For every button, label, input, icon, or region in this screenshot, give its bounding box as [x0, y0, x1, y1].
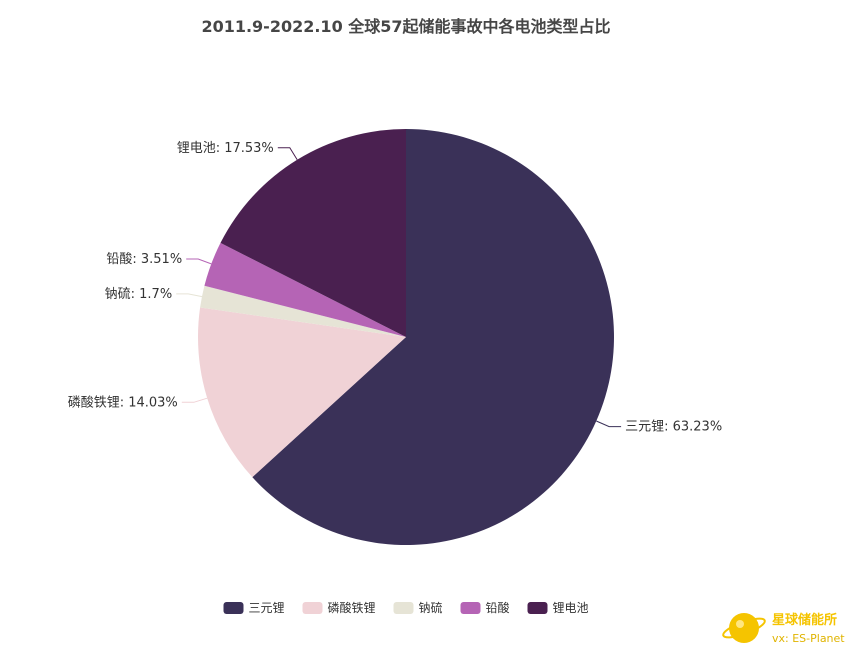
legend-swatch [460, 602, 481, 614]
legend-swatch [302, 602, 323, 614]
legend-label: 三元锂 [249, 600, 285, 615]
pie-slice-lithium-battery[interactable] [220, 129, 406, 337]
legend-label: 铅酸 [486, 600, 510, 615]
planet-logo-icon [722, 613, 766, 643]
legend-item-lfp[interactable]: 磷酸铁锂 [302, 600, 376, 615]
watermark-title: 星球储能所 [772, 612, 837, 628]
legend-label: 钠硫 [419, 600, 443, 615]
label-leader-line [181, 397, 208, 403]
legend-item-lithium-battery[interactable]: 锂电池 [527, 600, 589, 615]
label-leader-line [277, 147, 298, 161]
pie-slice-sodium-sulfur[interactable] [200, 285, 406, 337]
slice-label-lfp: 磷酸铁锂: 14.03% [68, 395, 178, 410]
chart-title: 2011.9-2022.10 全球57起储能事故中各电池类型占比 [201, 17, 610, 36]
legend: 三元锂 磷酸铁锂 钠硫 铅酸 锂电池 [223, 600, 589, 615]
watermark: 星球储能所 vx: ES-Planet [722, 612, 845, 645]
label-leader-line [596, 420, 622, 428]
slice-label-lithium-battery: 锂电池: 17.53% [177, 141, 274, 156]
label-leader-line [176, 293, 203, 298]
legend-item-ternary-lithium[interactable]: 三元锂 [223, 600, 285, 615]
slice-label-lead-acid: 铅酸: 3.51% [106, 252, 182, 267]
legend-item-sodium-sulfur[interactable]: 钠硫 [393, 600, 443, 615]
legend-label: 锂电池 [553, 600, 589, 615]
watermark-subtitle: vx: ES-Planet [772, 632, 845, 645]
pie-slice-lfp[interactable] [197, 307, 406, 478]
label-leader-line [186, 258, 212, 265]
legend-swatch [223, 602, 244, 614]
pie-slices [197, 129, 614, 545]
pie-slice-lead-acid[interactable] [204, 242, 406, 337]
legend-swatch [527, 602, 548, 614]
legend-label: 磷酸铁锂 [328, 600, 376, 615]
legend-item-lead-acid[interactable]: 铅酸 [460, 600, 510, 615]
slice-label-ternary-lithium: 三元锂: 63.23% [625, 420, 722, 435]
legend-swatch [393, 602, 414, 614]
pie-slice-ternary-lithium[interactable] [252, 129, 614, 545]
slice-labels: 三元锂: 63.23% 磷酸铁锂: 14.03% 钠硫: 1.7% 铅酸: 3.51%… [68, 141, 722, 435]
slice-label-sodium-sulfur: 钠硫: 1.7% [105, 287, 173, 302]
